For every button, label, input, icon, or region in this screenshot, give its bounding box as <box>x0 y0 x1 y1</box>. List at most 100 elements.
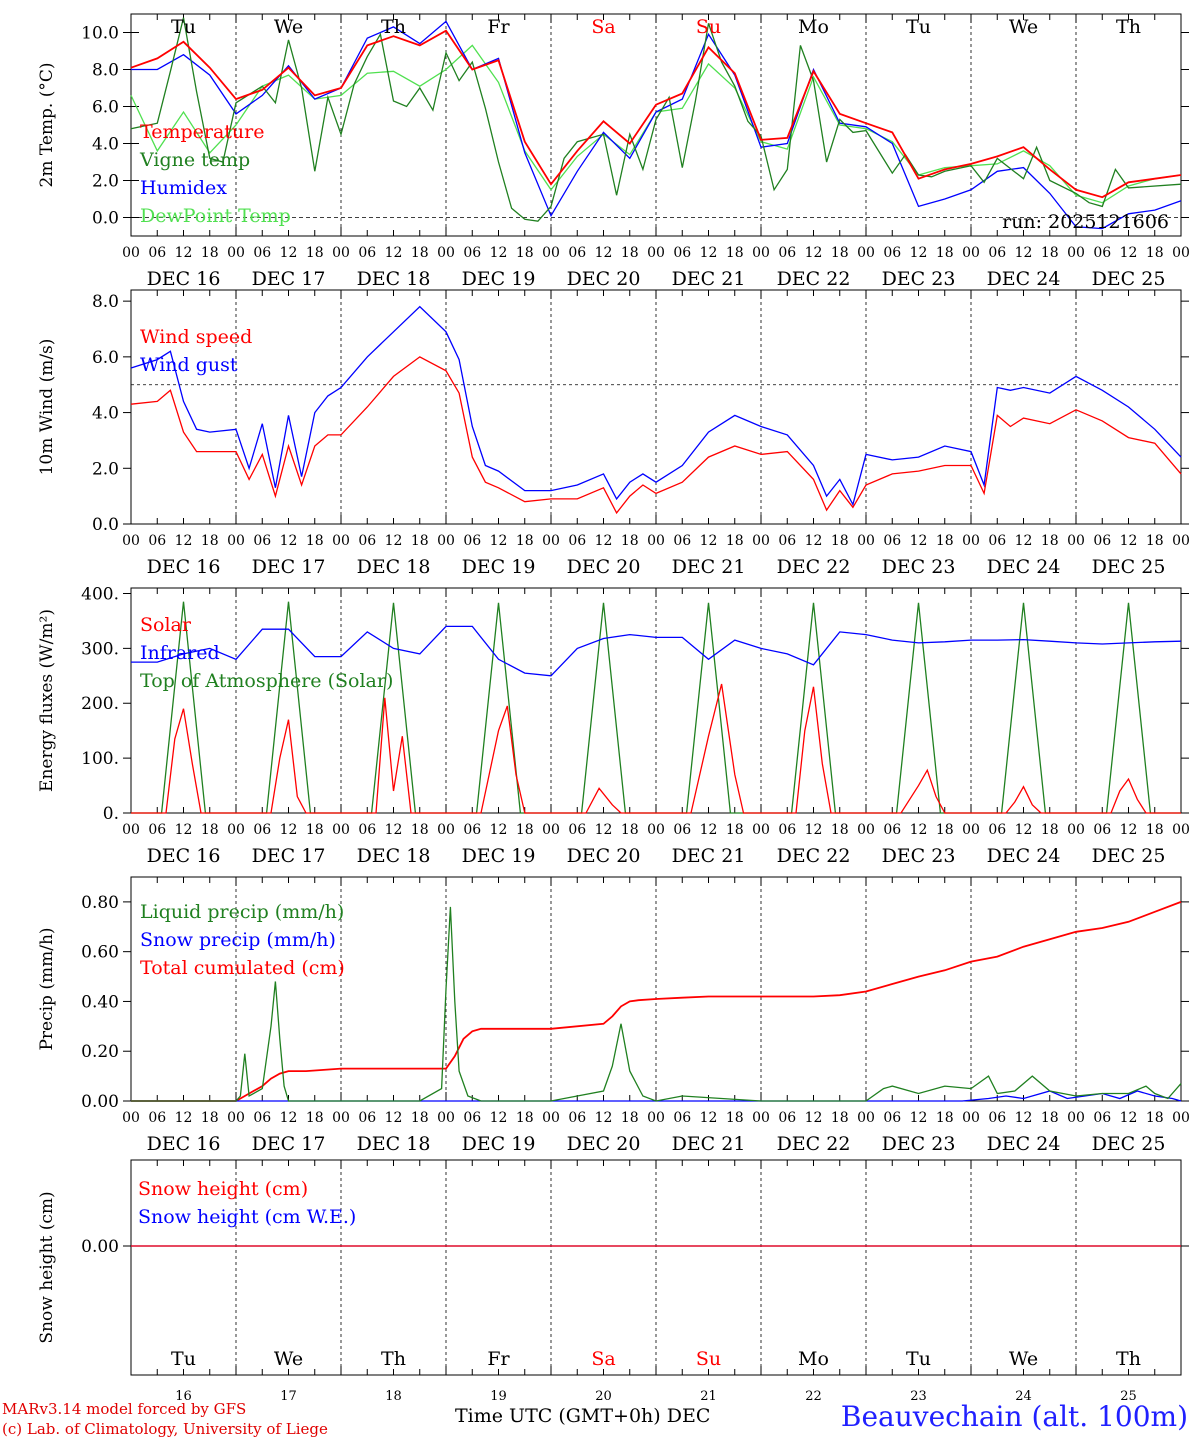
day-number-label: 25 <box>1120 1389 1137 1404</box>
hour-tick-label: 00 <box>1067 533 1085 549</box>
hour-tick-label: 12 <box>280 822 298 838</box>
hour-tick-label: 00 <box>962 822 980 838</box>
hour-tick-label: 06 <box>673 533 691 549</box>
hour-tick-label: 00 <box>332 245 350 261</box>
hour-tick-label: 06 <box>568 822 586 838</box>
day-label: DEC 23 <box>882 845 956 867</box>
hour-tick-label: 06 <box>673 245 691 261</box>
hour-tick-label: 00 <box>437 245 455 261</box>
hour-tick-label: 18 <box>831 822 849 838</box>
day-number-label: 19 <box>490 1389 507 1404</box>
hour-tick-label: 00 <box>332 822 350 838</box>
hour-tick-label: 06 <box>778 245 796 261</box>
hour-tick-label: 00 <box>752 1110 770 1126</box>
hour-tick-label: 12 <box>700 1110 718 1126</box>
hour-tick-label: 00 <box>437 533 455 549</box>
hour-tick-label: 18 <box>1041 245 1059 261</box>
hour-tick-label: 06 <box>148 533 166 549</box>
day-of-week-label: Tu <box>171 16 196 38</box>
hour-tick-label: 00 <box>122 533 140 549</box>
legend-entry: Solar <box>140 614 192 636</box>
hour-tick-label: 00 <box>857 245 875 261</box>
hour-tick-label: 12 <box>490 822 508 838</box>
legend-entry: Vigne temp <box>139 149 250 171</box>
day-label: DEC 22 <box>777 845 851 867</box>
hour-tick-label: 06 <box>463 1110 481 1126</box>
hour-tick-label: 18 <box>306 533 324 549</box>
hour-tick-label: 06 <box>253 822 271 838</box>
day-of-week-label: Mo <box>798 1348 829 1370</box>
hour-tick-label: 00 <box>752 533 770 549</box>
y-tick-label: 0.80 <box>81 893 119 913</box>
day-label: DEC 24 <box>987 845 1061 867</box>
y-tick-label: 4.0 <box>92 135 119 155</box>
hour-tick-label: 12 <box>595 1110 613 1126</box>
day-label: DEC 19 <box>462 845 536 867</box>
hour-tick-label: 12 <box>175 1110 193 1126</box>
y-tick-label: 200. <box>81 694 119 714</box>
day-of-week-label: Su <box>696 16 721 38</box>
y-tick-label: 100. <box>81 749 119 769</box>
hour-tick-label: 18 <box>936 1110 954 1126</box>
hour-tick-label: 18 <box>201 1110 219 1126</box>
hour-tick-label: 12 <box>490 533 508 549</box>
day-label: DEC 24 <box>987 1133 1061 1155</box>
station-name: Beauvechain (alt. 100m) <box>840 1400 1188 1433</box>
day-label: DEC 18 <box>357 556 431 578</box>
hour-tick-label: 00 <box>1172 822 1190 838</box>
day-label: DEC 16 <box>147 845 221 867</box>
hour-tick-label: 00 <box>542 533 560 549</box>
hour-tick-label: 06 <box>358 1110 376 1126</box>
hour-tick-label: 00 <box>1067 245 1085 261</box>
legend-entry: Wind speed <box>140 326 252 348</box>
hour-tick-label: 00 <box>857 1110 875 1126</box>
hour-tick-label: 06 <box>883 822 901 838</box>
day-label: DEC 16 <box>147 1133 221 1155</box>
hour-tick-label: 06 <box>883 533 901 549</box>
hour-tick-label: 12 <box>700 822 718 838</box>
day-label: DEC 18 <box>357 845 431 867</box>
hour-tick-label: 00 <box>542 245 560 261</box>
hour-tick-label: 06 <box>673 1110 691 1126</box>
day-label: DEC 20 <box>567 1133 641 1155</box>
hour-tick-label: 00 <box>647 533 665 549</box>
credit-line-1: MARv3.14 model forced by GFS <box>2 1400 247 1418</box>
day-label: DEC 21 <box>672 268 746 290</box>
hour-tick-label: 00 <box>647 1110 665 1126</box>
day-number-label: 24 <box>1015 1389 1032 1404</box>
series-line-liquid-precip-mm-h- <box>131 906 1182 1102</box>
hour-tick-label: 06 <box>463 822 481 838</box>
hour-tick-label: 18 <box>726 1110 744 1126</box>
y-tick-label: 2.0 <box>92 172 119 192</box>
hour-tick-label: 06 <box>463 533 481 549</box>
hour-tick-label: 00 <box>1172 1110 1190 1126</box>
hour-tick-label: 06 <box>988 533 1006 549</box>
y-axis-label: 2m Temp. (°C) <box>37 62 57 187</box>
legend-entry: Top of Atmosphere (Solar) <box>140 670 393 692</box>
hour-tick-label: 12 <box>280 533 298 549</box>
y-tick-label: 10.0 <box>81 24 119 44</box>
hour-tick-label: 06 <box>1093 1110 1111 1126</box>
day-label: DEC 20 <box>567 845 641 867</box>
day-of-week-label: Tu <box>906 1348 931 1370</box>
panel-frame <box>130 587 1182 814</box>
hour-tick-label: 18 <box>1146 1110 1164 1126</box>
hour-tick-label: 18 <box>201 533 219 549</box>
day-of-week-label: Tu <box>171 1348 196 1370</box>
hour-tick-label: 12 <box>700 245 718 261</box>
day-number-label: 21 <box>700 1389 717 1404</box>
day-number-label: 18 <box>385 1389 402 1404</box>
y-tick-label: 0.20 <box>81 1042 119 1062</box>
hour-tick-label: 12 <box>385 245 403 261</box>
hour-tick-label: 18 <box>936 533 954 549</box>
day-label: DEC 17 <box>252 845 326 867</box>
hour-tick-label: 00 <box>227 1110 245 1126</box>
series-line-wind-gust <box>130 305 1182 507</box>
hour-tick-label: 00 <box>857 533 875 549</box>
hour-tick-label: 00 <box>857 822 875 838</box>
hour-tick-label: 18 <box>1041 822 1059 838</box>
hour-tick-label: 18 <box>831 1110 849 1126</box>
hour-tick-label: 18 <box>726 245 744 261</box>
hour-tick-label: 12 <box>1120 245 1138 261</box>
legend-entry: Total cumulated (cm) <box>140 957 345 979</box>
